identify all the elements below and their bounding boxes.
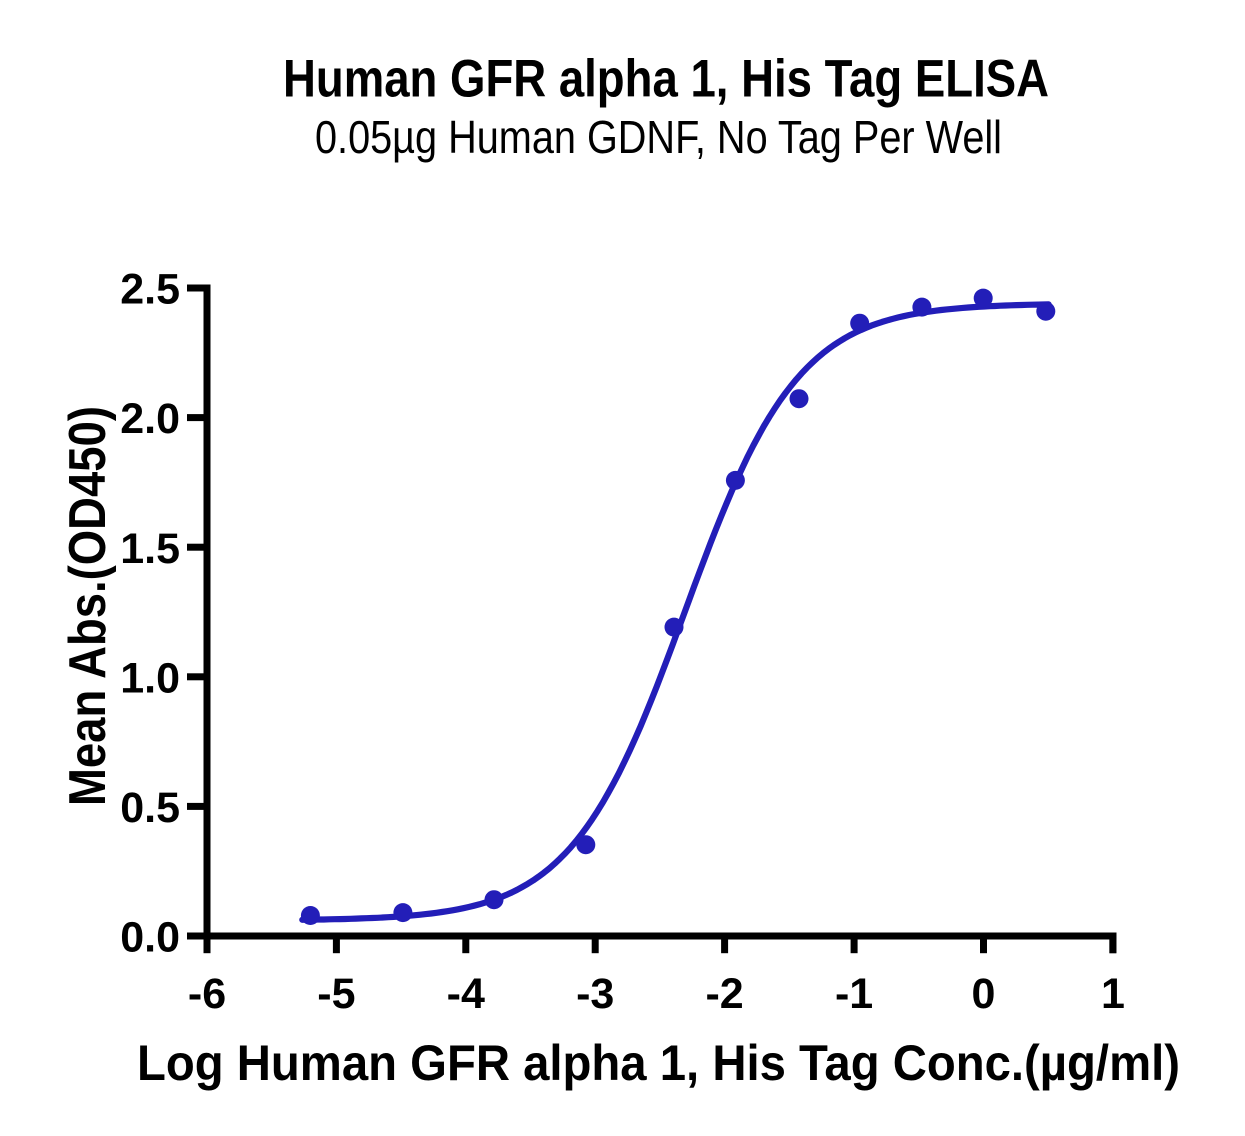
svg-text:-1: -1 (835, 970, 873, 1018)
svg-text:Human GFR alpha 1, His Tag ELI: Human GFR alpha 1, His Tag ELISA (283, 50, 1049, 109)
svg-text:Log Human GFR alpha 1, His Tag: Log Human GFR alpha 1, His Tag Conc.(µg/… (137, 1035, 1180, 1091)
svg-text:1: 1 (1101, 970, 1125, 1018)
svg-text:2.0: 2.0 (120, 395, 180, 443)
svg-text:0.05µg Human GDNF, No Tag Per: 0.05µg Human GDNF, No Tag Per Well (315, 111, 1002, 163)
svg-text:0.0: 0.0 (120, 914, 180, 962)
svg-text:0.5: 0.5 (120, 784, 180, 832)
svg-text:-2: -2 (705, 970, 743, 1018)
svg-text:-6: -6 (188, 970, 226, 1018)
svg-text:Mean Abs.(OD450): Mean Abs.(OD450) (59, 406, 117, 806)
svg-text:1.5: 1.5 (120, 525, 180, 573)
svg-text:0: 0 (972, 970, 996, 1018)
svg-text:-3: -3 (576, 970, 614, 1018)
svg-text:2.5: 2.5 (120, 266, 180, 314)
svg-text:-4: -4 (447, 970, 485, 1018)
svg-text:1.0: 1.0 (120, 654, 180, 702)
svg-text:-5: -5 (317, 970, 355, 1018)
